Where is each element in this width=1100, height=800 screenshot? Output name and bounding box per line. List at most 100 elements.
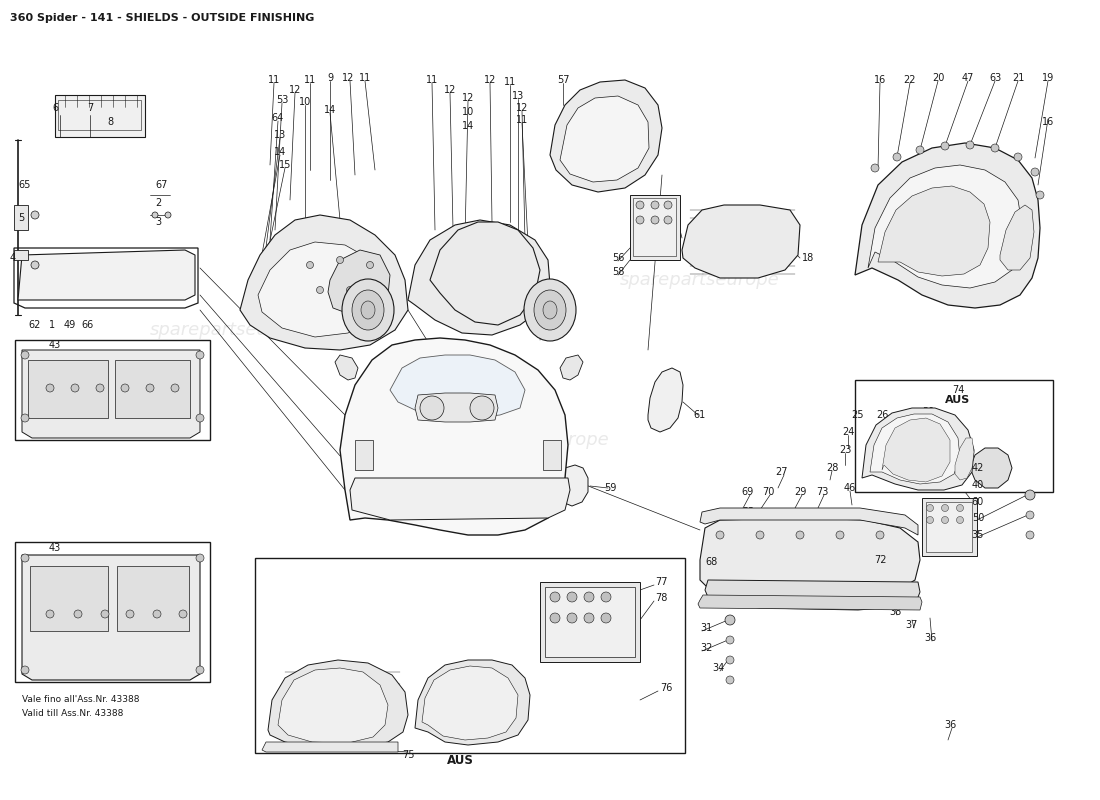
Text: 27: 27 <box>776 467 789 477</box>
Text: 51: 51 <box>345 280 359 290</box>
Circle shape <box>957 505 964 511</box>
Text: 36: 36 <box>886 440 898 450</box>
Ellipse shape <box>524 279 576 341</box>
Text: 10: 10 <box>299 97 311 107</box>
Circle shape <box>470 396 494 420</box>
Polygon shape <box>408 220 550 335</box>
Text: sparepartseurope: sparepartseurope <box>620 271 780 289</box>
Circle shape <box>170 384 179 392</box>
Circle shape <box>566 592 578 602</box>
Text: 13: 13 <box>314 280 326 290</box>
Text: 63: 63 <box>989 73 1001 83</box>
Text: 13: 13 <box>274 130 286 140</box>
Polygon shape <box>705 580 920 610</box>
Text: 4: 4 <box>10 253 16 263</box>
Text: 68: 68 <box>705 557 717 567</box>
Circle shape <box>716 531 724 539</box>
Polygon shape <box>14 250 28 260</box>
Circle shape <box>146 384 154 392</box>
Text: 24: 24 <box>842 427 855 437</box>
Polygon shape <box>328 250 390 315</box>
Text: 53: 53 <box>276 95 288 105</box>
Circle shape <box>21 414 29 422</box>
Text: 28: 28 <box>826 463 838 473</box>
Circle shape <box>636 201 644 209</box>
Circle shape <box>940 142 949 150</box>
Circle shape <box>121 384 129 392</box>
Text: 57: 57 <box>557 75 570 85</box>
Circle shape <box>126 610 134 618</box>
Polygon shape <box>700 518 920 600</box>
Circle shape <box>346 286 353 294</box>
Circle shape <box>926 505 934 511</box>
Text: 11: 11 <box>504 77 516 87</box>
Circle shape <box>876 531 884 539</box>
Circle shape <box>21 351 29 359</box>
Polygon shape <box>868 165 1022 288</box>
Text: 62: 62 <box>29 320 41 330</box>
Polygon shape <box>390 355 525 418</box>
Circle shape <box>664 216 672 224</box>
Text: 65: 65 <box>18 180 31 190</box>
Text: 36: 36 <box>924 633 936 643</box>
Text: 7: 7 <box>87 103 94 113</box>
Circle shape <box>21 554 29 562</box>
Circle shape <box>179 610 187 618</box>
Circle shape <box>566 613 578 623</box>
Text: 42: 42 <box>971 463 984 473</box>
Circle shape <box>1036 191 1044 199</box>
Text: 40: 40 <box>972 480 984 490</box>
Text: 71: 71 <box>851 590 865 600</box>
Bar <box>544 587 635 657</box>
Text: 23: 23 <box>839 445 851 455</box>
Text: 14: 14 <box>462 121 474 131</box>
Text: 29: 29 <box>794 487 806 497</box>
Text: 69: 69 <box>741 487 755 497</box>
Circle shape <box>366 262 374 269</box>
Bar <box>632 198 676 256</box>
Text: 74: 74 <box>952 385 965 395</box>
Text: 11: 11 <box>268 75 280 85</box>
Bar <box>630 195 680 260</box>
Text: 2: 2 <box>155 198 161 208</box>
Polygon shape <box>862 408 974 490</box>
Polygon shape <box>350 478 570 520</box>
Ellipse shape <box>352 290 384 330</box>
Bar <box>926 502 972 552</box>
Circle shape <box>196 414 204 422</box>
Polygon shape <box>240 215 408 350</box>
Text: 21: 21 <box>1012 73 1024 83</box>
Polygon shape <box>882 418 950 482</box>
Text: 1: 1 <box>48 320 55 330</box>
Text: 59: 59 <box>604 483 616 493</box>
Text: 73: 73 <box>816 487 828 497</box>
Text: 26: 26 <box>876 410 888 420</box>
Polygon shape <box>698 595 922 610</box>
Text: 46: 46 <box>844 483 856 493</box>
Text: 16: 16 <box>1042 117 1054 127</box>
Circle shape <box>31 261 38 269</box>
Text: 11: 11 <box>361 280 373 290</box>
Circle shape <box>337 257 343 263</box>
Text: 55: 55 <box>323 300 337 310</box>
Polygon shape <box>870 414 960 484</box>
Circle shape <box>957 517 964 523</box>
Circle shape <box>317 286 323 294</box>
Text: Valid till Ass.Nr. 43388: Valid till Ass.Nr. 43388 <box>22 709 123 718</box>
Circle shape <box>601 592 610 602</box>
Text: 12: 12 <box>289 85 301 95</box>
Bar <box>355 440 373 470</box>
Polygon shape <box>336 355 358 380</box>
Text: sparepartseurope: sparepartseurope <box>150 321 310 339</box>
Text: 22: 22 <box>904 75 916 85</box>
Circle shape <box>153 610 161 618</box>
Circle shape <box>756 531 764 539</box>
Text: 17: 17 <box>662 213 675 223</box>
Text: 360 Spider - 141 - SHIELDS - OUTSIDE FINISHING: 360 Spider - 141 - SHIELDS - OUTSIDE FIN… <box>10 13 315 23</box>
Text: 48: 48 <box>22 593 34 603</box>
Bar <box>55 95 145 137</box>
Polygon shape <box>970 448 1012 488</box>
Text: 56: 56 <box>612 253 624 263</box>
Text: 34: 34 <box>712 663 724 673</box>
Polygon shape <box>278 668 388 743</box>
